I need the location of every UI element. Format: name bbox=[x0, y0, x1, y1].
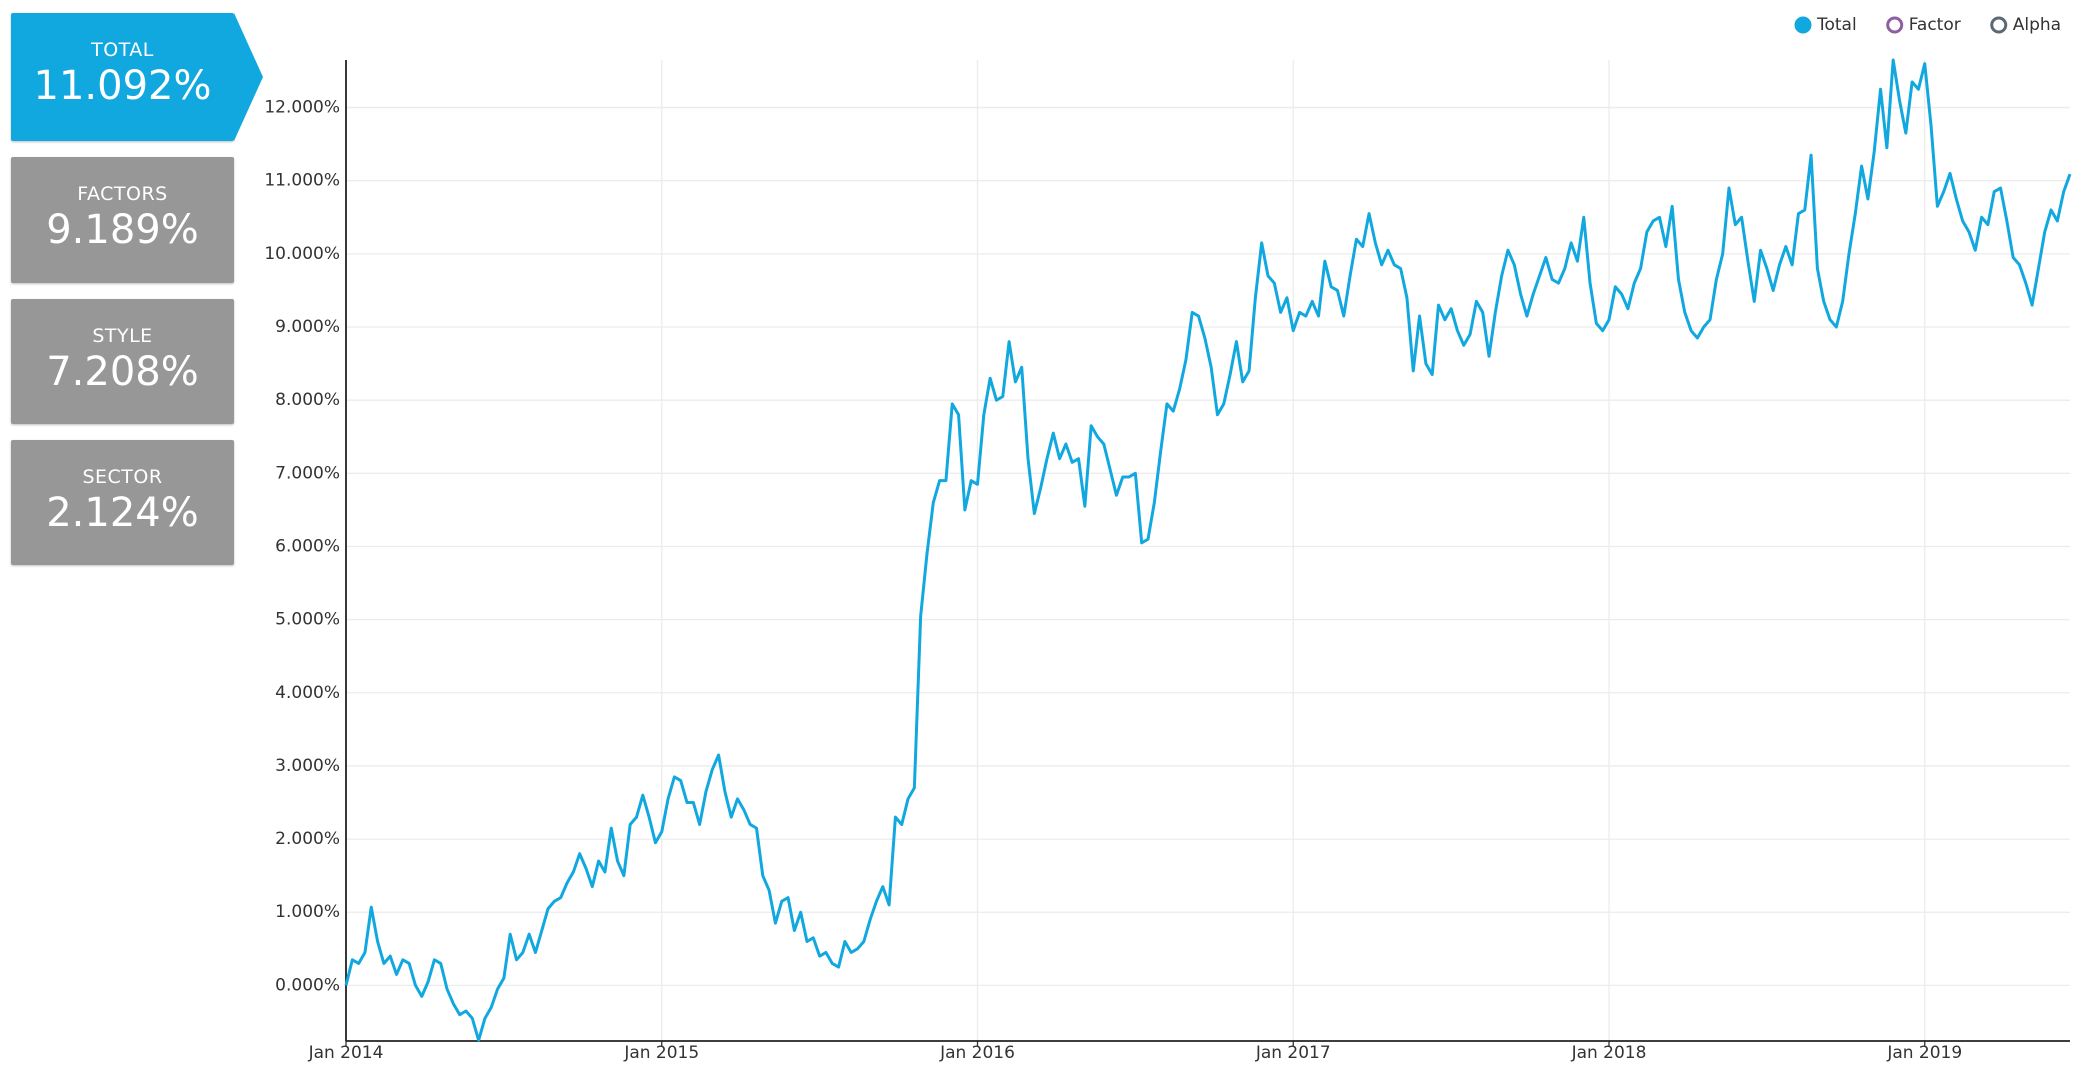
legend-label[interactable]: Total bbox=[1816, 15, 1857, 35]
y-tick-label: 8.000% bbox=[275, 390, 340, 410]
x-tick-label: Jan 2019 bbox=[1886, 1043, 1962, 1063]
card-label: FACTORS bbox=[77, 183, 168, 205]
card-value: 11.092% bbox=[33, 63, 212, 109]
y-tick-label: 6.000% bbox=[275, 536, 340, 556]
legend-marker[interactable] bbox=[1886, 16, 1904, 34]
card-value: 2.124% bbox=[46, 490, 199, 536]
legend-marker[interactable] bbox=[1990, 16, 2008, 34]
y-tick-label: 10.000% bbox=[264, 244, 340, 264]
y-tick-label: 11.000% bbox=[264, 171, 340, 191]
card-value: 9.189% bbox=[46, 207, 199, 253]
y-tick-label: 2.000% bbox=[275, 829, 340, 849]
y-tick-label: 9.000% bbox=[275, 317, 340, 337]
legend-label[interactable]: Alpha bbox=[2013, 15, 2061, 35]
summary-card[interactable]: STYLE 7.208% bbox=[11, 299, 234, 424]
y-tick-label: 0.000% bbox=[275, 975, 340, 995]
y-tick-label: 7.000% bbox=[275, 463, 340, 483]
y-tick-label: 5.000% bbox=[275, 610, 340, 630]
x-tick-label: Jan 2014 bbox=[308, 1043, 384, 1063]
x-tick-label: Jan 2017 bbox=[1255, 1043, 1331, 1063]
x-tick-label: Jan 2018 bbox=[1571, 1043, 1647, 1063]
summary-card[interactable]: TOTAL 11.092% bbox=[11, 13, 234, 141]
y-tick-label: 12.000% bbox=[264, 98, 340, 118]
card-value: 7.208% bbox=[46, 349, 199, 395]
active-arrow bbox=[234, 13, 263, 141]
legend-marker[interactable] bbox=[1794, 16, 1812, 34]
summary-card[interactable]: SECTOR 2.124% bbox=[11, 440, 234, 565]
y-tick-label: 1.000% bbox=[275, 902, 340, 922]
y-tick-label: 3.000% bbox=[275, 756, 340, 776]
x-tick-label: Jan 2016 bbox=[939, 1043, 1015, 1063]
card-label: SECTOR bbox=[82, 466, 163, 488]
summary-card[interactable]: FACTORS 9.189% bbox=[11, 157, 234, 283]
series-line bbox=[344, 58, 2072, 1042]
card-label: TOTAL bbox=[91, 39, 154, 61]
legend-label[interactable]: Factor bbox=[1909, 15, 1961, 35]
y-tick-label: 4.000% bbox=[275, 683, 340, 703]
card-label: STYLE bbox=[92, 325, 153, 347]
x-tick-label: Jan 2015 bbox=[623, 1043, 699, 1063]
